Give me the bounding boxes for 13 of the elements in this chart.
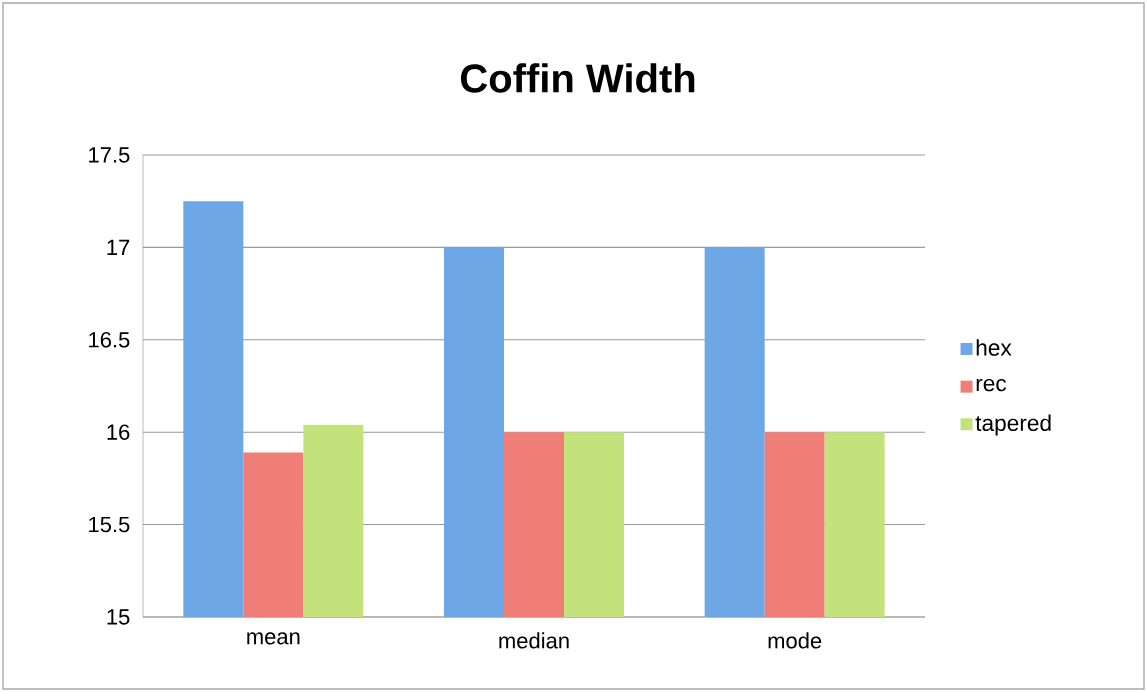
legend-label: tapered <box>975 414 1051 436</box>
x-tick-label: median <box>499 632 569 649</box>
y-tick-label: 17.5 <box>89 147 130 163</box>
legend-label: rec <box>976 378 1007 392</box>
y-tick-label: 16.5 <box>89 331 130 348</box>
legend-label: hex <box>976 339 1012 356</box>
y-tick-label: 15 <box>107 609 130 625</box>
x-tick-label: mean <box>247 632 300 645</box>
y-tick-label: 17 <box>107 239 130 255</box>
chart-title: Coffin Width <box>460 63 695 93</box>
y-tick-label: 16 <box>107 424 130 440</box>
x-tick-label: mode <box>768 632 822 649</box>
y-tick-label: 15.5 <box>89 516 130 533</box>
